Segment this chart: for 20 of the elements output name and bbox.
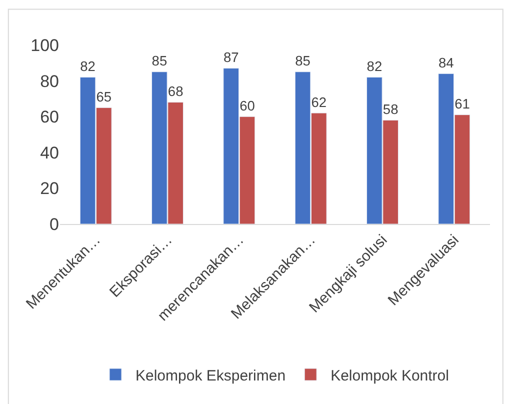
data-label: 85 xyxy=(152,54,168,69)
y-tick-label: 100 xyxy=(30,36,59,55)
data-label: 61 xyxy=(454,96,470,112)
y-tick-label: 80 xyxy=(40,72,59,91)
data-label: 60 xyxy=(240,98,256,114)
data-label: 84 xyxy=(438,55,454,70)
legend-label: Kelompok Eksperimen xyxy=(136,367,286,384)
data-label: 82 xyxy=(366,58,382,74)
data-label: 82 xyxy=(80,58,96,74)
data-label: 68 xyxy=(168,84,184,100)
data-label: 87 xyxy=(223,50,239,66)
data-label: 58 xyxy=(382,102,399,117)
data-label: 65 xyxy=(96,89,112,104)
legend-label: Kelompok Kontrol xyxy=(330,367,449,384)
y-tick-label: 0 xyxy=(50,214,59,234)
y-tick-label: 20 xyxy=(40,179,59,198)
data-label: 85 xyxy=(295,54,311,69)
y-tick-label: 40 xyxy=(40,143,59,162)
y-tick-label: 60 xyxy=(40,108,59,127)
data-label: 62 xyxy=(311,94,327,110)
